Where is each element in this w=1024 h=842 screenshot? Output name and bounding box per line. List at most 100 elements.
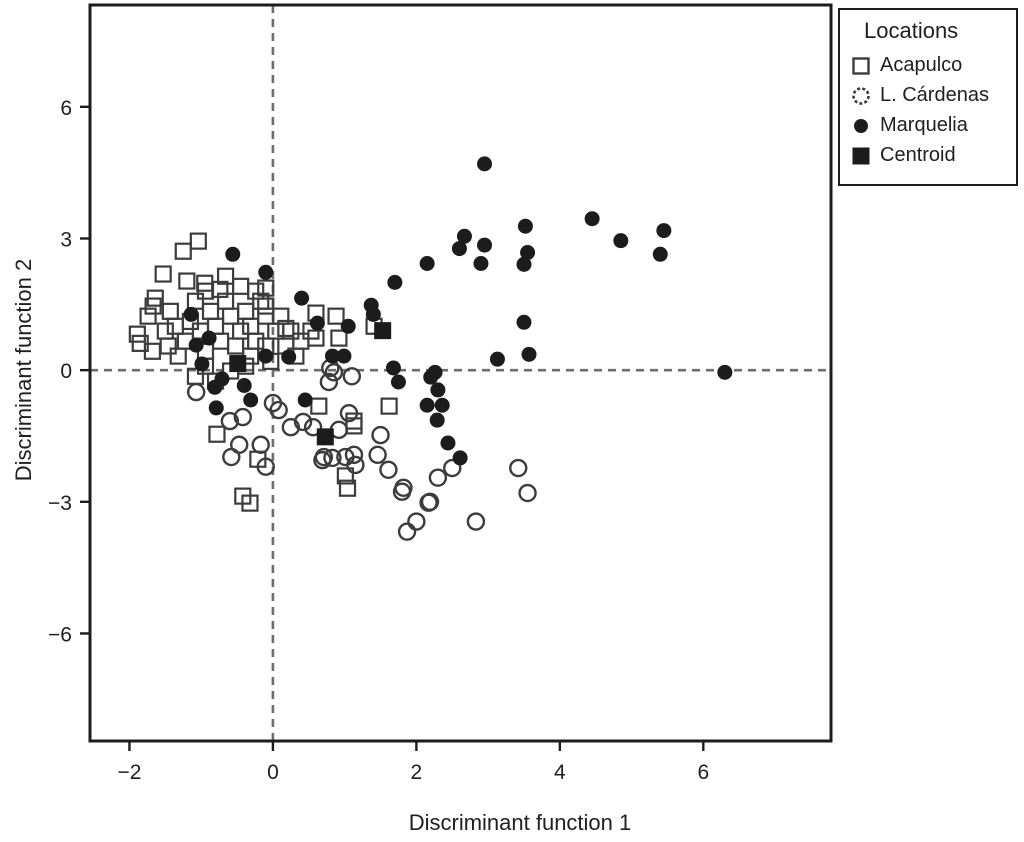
point-acapulco: [156, 322, 174, 340]
point-marquelia: [297, 392, 313, 408]
point-marquelia: [309, 315, 325, 331]
point-acapulco: [201, 302, 220, 320]
point-acapulco: [292, 332, 310, 350]
point-l-c-rdenas: [342, 367, 362, 386]
point-marquelia: [516, 256, 532, 272]
point-acapulco: [257, 279, 275, 297]
point-l-c-rdenas: [319, 372, 339, 392]
point-marquelia: [656, 223, 672, 239]
point-acapulco: [338, 479, 357, 497]
open-circle-icon: [852, 86, 870, 105]
point-acapulco: [186, 292, 205, 310]
point-l-c-rdenas: [509, 458, 528, 478]
filled-square-icon: [852, 147, 870, 164]
point-l-c-rdenas: [344, 445, 364, 465]
point-marquelia: [390, 374, 406, 390]
point-acapulco: [128, 325, 146, 343]
point-l-c-rdenas: [518, 483, 537, 503]
point-acapulco: [154, 265, 172, 283]
point-marquelia: [258, 264, 274, 280]
y-tick-label: 6: [60, 97, 72, 120]
point-acapulco: [174, 242, 192, 260]
legend-item-acapulco: Acapulco: [850, 54, 1010, 77]
point-acapulco: [227, 337, 245, 355]
point-acapulco: [330, 329, 348, 347]
point-acapulco: [380, 397, 398, 415]
legend-item-label: L. Cárdenas: [880, 84, 989, 106]
legend-item-l-c-rdenas: L. Cárdenas: [850, 84, 1010, 107]
point-marquelia: [188, 337, 204, 353]
point-marquelia: [387, 274, 403, 290]
point-marquelia: [477, 156, 493, 172]
point-marquelia: [294, 290, 310, 306]
point-marquelia: [717, 364, 733, 380]
legend-item-label: Acapulco: [880, 54, 963, 76]
point-marquelia: [336, 348, 352, 364]
point-marquelia: [452, 450, 468, 466]
legend: Locations Acapulco L. Cárdenas Marquelia Ce…: [838, 8, 1018, 186]
point-marquelia: [419, 255, 435, 271]
point-marquelia: [423, 369, 439, 385]
x-axis-title: Discriminant function 1: [408, 810, 632, 835]
point-acapulco: [247, 332, 265, 350]
point-marquelia: [365, 306, 381, 322]
point-marquelia: [236, 378, 252, 394]
point-marquelia: [429, 412, 445, 428]
point-l-c-rdenas: [281, 418, 301, 437]
point-l-c-rdenas: [293, 412, 313, 432]
point-marquelia: [517, 218, 533, 234]
point-marquelia: [584, 211, 600, 227]
legend-item-label: Centroid: [880, 144, 956, 166]
point-centroid: [229, 355, 247, 373]
legend-item-label: Marquelia: [880, 114, 968, 136]
point-marquelia: [324, 348, 340, 364]
point-l-c-rdenas: [222, 447, 241, 467]
point-marquelia: [208, 400, 224, 416]
point-marquelia: [225, 246, 241, 262]
y-tick-label: 3: [60, 228, 72, 251]
point-l-c-rdenas: [323, 448, 342, 468]
point-acapulco: [159, 337, 177, 355]
point-l-c-rdenas: [371, 425, 390, 445]
point-l-c-rdenas: [186, 382, 206, 402]
point-centroid: [316, 428, 334, 446]
x-tick-label: 4: [554, 761, 566, 784]
point-l-c-rdenas: [368, 445, 387, 465]
legend-item-marquelia: Marquelia: [850, 114, 1010, 137]
point-l-c-rdenas: [407, 512, 426, 531]
point-acapulco: [272, 307, 290, 325]
point-marquelia: [440, 435, 456, 451]
point-acapulco: [232, 322, 250, 340]
point-l-c-rdenas: [339, 403, 359, 423]
point-acapulco: [282, 322, 300, 340]
point-l-c-rdenas: [379, 460, 398, 479]
open-square-icon: [852, 56, 870, 75]
point-l-c-rdenas: [314, 447, 334, 467]
legend-items: Acapulco L. Cárdenas Marquelia Centroid: [850, 54, 1010, 167]
point-acapulco: [241, 494, 259, 512]
point-acapulco: [161, 302, 179, 320]
point-marquelia: [434, 397, 450, 413]
point-l-c-rdenas: [420, 492, 440, 512]
point-acapulco: [216, 267, 235, 285]
point-acapulco: [257, 297, 275, 315]
x-tick-label: 2: [411, 761, 423, 784]
point-l-c-rdenas: [269, 400, 288, 420]
point-acapulco: [221, 307, 240, 325]
x-tick-label: −2: [117, 761, 141, 784]
point-l-c-rdenas: [466, 512, 486, 531]
point-acapulco: [232, 277, 250, 295]
point-marquelia: [207, 379, 223, 395]
point-acapulco: [257, 307, 275, 325]
point-acapulco: [277, 319, 295, 338]
point-acapulco: [247, 282, 265, 300]
plot-border: [88, 3, 833, 743]
point-marquelia: [419, 397, 435, 413]
point-l-c-rdenas: [251, 435, 270, 454]
point-marquelia: [430, 382, 446, 398]
point-marquelia: [520, 245, 536, 261]
y-tick-label: 0: [60, 360, 72, 383]
point-l-c-rdenas: [392, 482, 412, 501]
